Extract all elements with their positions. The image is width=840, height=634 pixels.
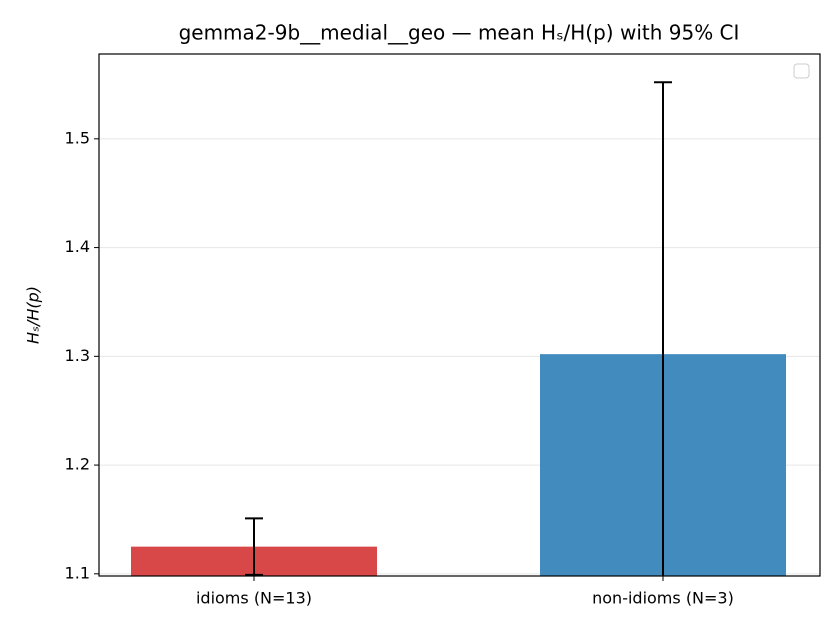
error-bar	[654, 81, 672, 576]
y-tick-label: 1.1	[65, 563, 90, 582]
y-tick-label: 1.3	[65, 346, 90, 365]
error-bar	[245, 517, 263, 576]
plot-area	[131, 81, 786, 576]
y-tick-label: 1.5	[65, 128, 90, 147]
x-tick-label: idioms (N=13)	[196, 589, 312, 608]
axes-frame	[98, 53, 821, 577]
chart-title: gemma2-9b__medial__geo — mean Hₛ/H(p) wi…	[179, 21, 740, 45]
y-tick-label: 1.2	[65, 455, 90, 474]
legend	[793, 63, 810, 79]
x-tick-label: non-idioms (N=3)	[592, 589, 734, 608]
y-tick-label: 1.4	[65, 237, 90, 256]
y-axis-label: Hₛ/H(p)	[24, 286, 43, 344]
